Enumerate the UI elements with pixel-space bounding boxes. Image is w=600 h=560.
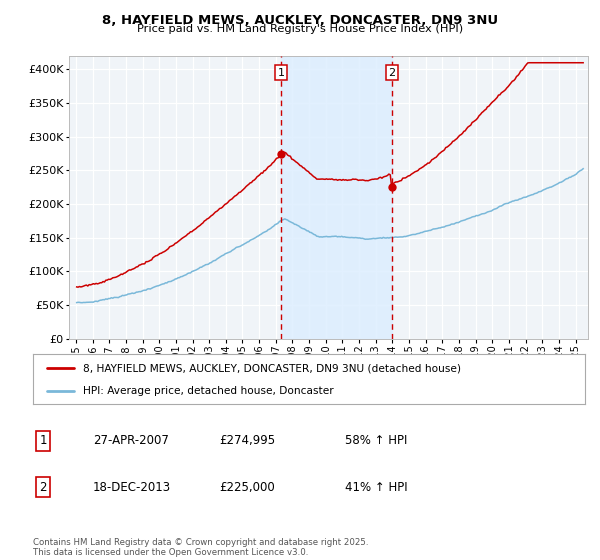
Text: HPI: Average price, detached house, Doncaster: HPI: Average price, detached house, Donc… [83, 386, 334, 396]
Text: 27-APR-2007: 27-APR-2007 [93, 434, 169, 447]
Text: 8, HAYFIELD MEWS, AUCKLEY, DONCASTER, DN9 3NU (detached house): 8, HAYFIELD MEWS, AUCKLEY, DONCASTER, DN… [83, 363, 461, 373]
Text: 2: 2 [388, 68, 395, 78]
Text: £225,000: £225,000 [219, 480, 275, 494]
Text: 1: 1 [40, 434, 47, 447]
Text: Price paid vs. HM Land Registry's House Price Index (HPI): Price paid vs. HM Land Registry's House … [137, 24, 463, 34]
Text: 41% ↑ HPI: 41% ↑ HPI [345, 480, 407, 494]
Text: 18-DEC-2013: 18-DEC-2013 [93, 480, 171, 494]
Text: 2: 2 [40, 480, 47, 494]
Text: 1: 1 [278, 68, 284, 78]
Bar [281, 56, 392, 339]
Text: 58% ↑ HPI: 58% ↑ HPI [345, 434, 407, 447]
Text: £274,995: £274,995 [219, 434, 275, 447]
Text: Contains HM Land Registry data © Crown copyright and database right 2025.
This d: Contains HM Land Registry data © Crown c… [33, 538, 368, 557]
Text: 8, HAYFIELD MEWS, AUCKLEY, DONCASTER, DN9 3NU: 8, HAYFIELD MEWS, AUCKLEY, DONCASTER, DN… [102, 14, 498, 27]
